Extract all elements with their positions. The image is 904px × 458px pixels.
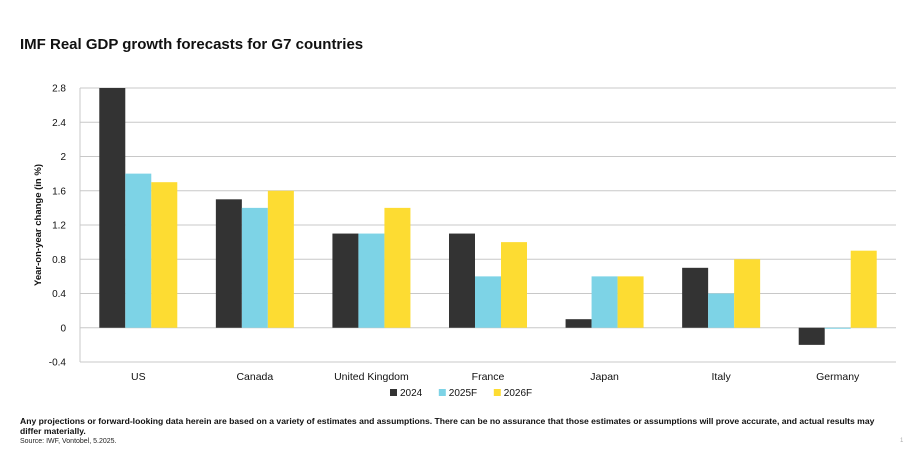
legend-swatch-2024 bbox=[390, 389, 397, 396]
bar-2025f-france bbox=[475, 276, 501, 328]
y-tick-label: -0.4 bbox=[49, 358, 67, 369]
bar-2024-japan bbox=[565, 319, 592, 328]
bar-2024-canada bbox=[215, 199, 242, 328]
legend-label: 2025F bbox=[449, 388, 477, 399]
x-tick-label: Italy bbox=[712, 371, 732, 383]
legend-label: 2026F bbox=[504, 388, 532, 399]
y-tick-label: 1.6 bbox=[52, 186, 66, 197]
bar-2024-germany bbox=[798, 327, 825, 345]
y-axis-title: Year-on-year change (in %) bbox=[33, 164, 44, 286]
x-tick-label: France bbox=[472, 371, 505, 383]
x-tick-label: Canada bbox=[236, 371, 273, 383]
bar-2026f-france bbox=[501, 242, 527, 328]
y-tick-label: 0 bbox=[60, 323, 66, 334]
bar-2026f-us bbox=[151, 182, 178, 328]
y-tick-label: 0.4 bbox=[52, 289, 66, 300]
x-tick-label: US bbox=[131, 371, 146, 383]
bar-2026f-japan bbox=[617, 276, 644, 328]
bar-2024-us bbox=[99, 88, 126, 328]
bar-2025f-us bbox=[125, 173, 152, 328]
bar-2024-italy bbox=[682, 267, 709, 328]
legend-swatch-2025f bbox=[438, 389, 446, 396]
bar-chart: 2.8 2.4 2 1.6 1.2 0.8 0.4 0 -0.4 Year-on-year cha… bbox=[33, 84, 896, 399]
legend-label: 2024 bbox=[400, 388, 423, 399]
legend-swatch-2026f bbox=[493, 389, 501, 396]
disclaimer-text: Any projections or forward-looking data … bbox=[20, 416, 875, 436]
y-tick-label: 0.8 bbox=[52, 255, 66, 266]
y-tick-label: 1.2 bbox=[52, 221, 66, 232]
y-tick-label: 2 bbox=[60, 152, 66, 163]
bar-2025f-canada bbox=[241, 207, 268, 328]
x-tick-label: Germany bbox=[816, 371, 860, 383]
bar-2026f-canada bbox=[267, 190, 294, 328]
bar-2025f-japan bbox=[591, 276, 618, 328]
bar-2025f-germany bbox=[824, 327, 851, 329]
bar-2024-france bbox=[449, 233, 475, 328]
bar-2025f-united-kingdom bbox=[358, 233, 385, 328]
chart-title: IMF Real GDP growth forecasts for G7 cou… bbox=[20, 36, 364, 53]
x-tick-label: Japan bbox=[590, 371, 619, 383]
x-tick-label: United Kingdom bbox=[334, 371, 409, 383]
y-tick-label: 2.4 bbox=[52, 118, 66, 129]
bar-2026f-italy bbox=[734, 259, 761, 328]
source-note: Source: IWF, Vontobel, 5.2025. bbox=[20, 438, 117, 445]
page-mark: 1 bbox=[900, 438, 904, 444]
bar-2025f-italy bbox=[708, 293, 735, 328]
bar-2026f-united-kingdom bbox=[384, 207, 411, 328]
bar-2024-united-kingdom bbox=[332, 233, 359, 328]
bar-2026f-germany bbox=[850, 250, 877, 328]
y-tick-label: 2.8 bbox=[52, 84, 66, 95]
